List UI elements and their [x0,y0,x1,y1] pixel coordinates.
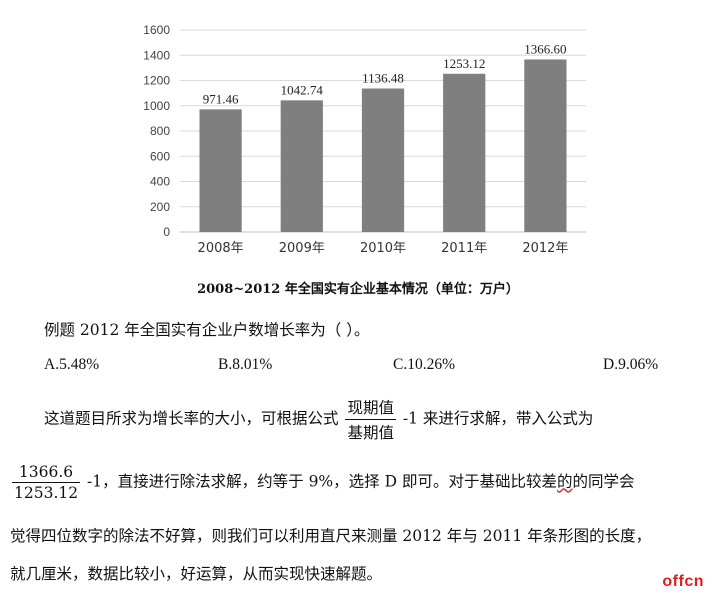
x-tick-label: 2010年 [360,241,406,256]
option-d: D.9.06% [603,356,659,373]
bar-chart: 0 200 400 600 800 1000 1200 1400 1600 971.46 2008年… [126,16,606,262]
y-tick-label: 1000 [143,99,170,113]
bar-data-label: 1253.12 [443,56,485,71]
bar [199,109,242,232]
x-tick-label: 2008年 [198,241,244,256]
question-stem: 例题 2012 年全国实有企业户数增长率为（ ）。 [44,321,370,339]
bar [280,100,323,233]
explanation-text-2-wavy: 的 [556,472,573,491]
explanation-line-1: 这道题目所求为增长率的大小，可根据公式 现期值 基期值 -1 来进行求解，带入公… [44,396,593,443]
y-tick-label: 1600 [143,23,170,37]
bar-data-label: 1042.74 [281,82,324,97]
explanation-line-2: 1366.6 1253.12 -1，直接进行除法求解，约等于 9%，选择 D 即… [10,463,634,502]
x-tick-label: 2009年 [279,241,325,256]
bar-data-label: 1136.48 [362,71,404,86]
option-c: C.10.26% [393,356,455,373]
bar [443,73,486,232]
formula-numerator: 现期值 [345,396,396,420]
explanation-text-2b: 的同学会 [572,472,635,491]
y-tick-label: 0 [163,225,170,239]
y-tick-label: 200 [150,200,170,214]
option-b: B.8.01% [218,356,273,373]
option-a: A.5.48% [44,356,100,373]
y-tick-label: 800 [150,124,170,138]
chart-caption: 2008~2012 年全国实有企业基本情况（单位：万户） [197,282,519,297]
bar [361,88,405,232]
explanation-line-4: 就几厘米，数据比较小，好运算，从而实现快速解题。 [10,565,383,583]
calc-fraction: 1366.6 1253.12 [12,463,81,502]
explanation-line-3: 觉得四位数字的除法不好算，则我们可以利用直尺来测量 2012 年与 2011 年… [10,527,652,545]
y-tick-label: 1200 [143,74,170,88]
explanation-text-1b: -1 来进行求解，带入公式为 [402,409,594,428]
x-tick-label: 2012年 [522,241,568,256]
bar-chart-svg: 0 200 400 600 800 1000 1200 1400 1600 971.46 2008年… [143,23,586,256]
x-tick-label: 2011年 [441,241,487,256]
explanation-text-2a: -1，直接进行除法求解，约等于 9%，选择 D 即可。对于基础比较差 [87,472,557,491]
y-tick-label: 600 [150,149,170,163]
formula-fraction: 现期值 基期值 [345,396,396,443]
offcn-logo: offcn [662,573,704,590]
y-tick-label: 400 [150,175,170,189]
bar-data-label: 1366.60 [524,41,566,56]
bar [524,59,567,232]
bar-data-label: 971.46 [203,91,239,106]
formula-denominator: 基期值 [347,424,394,442]
y-tick-label: 1400 [143,48,170,62]
calc-denominator: 1253.12 [14,484,79,502]
explanation-text-1a: 这道题目所求为增长率的大小，可根据公式 [44,409,339,428]
calc-numerator: 1366.6 [12,463,81,483]
